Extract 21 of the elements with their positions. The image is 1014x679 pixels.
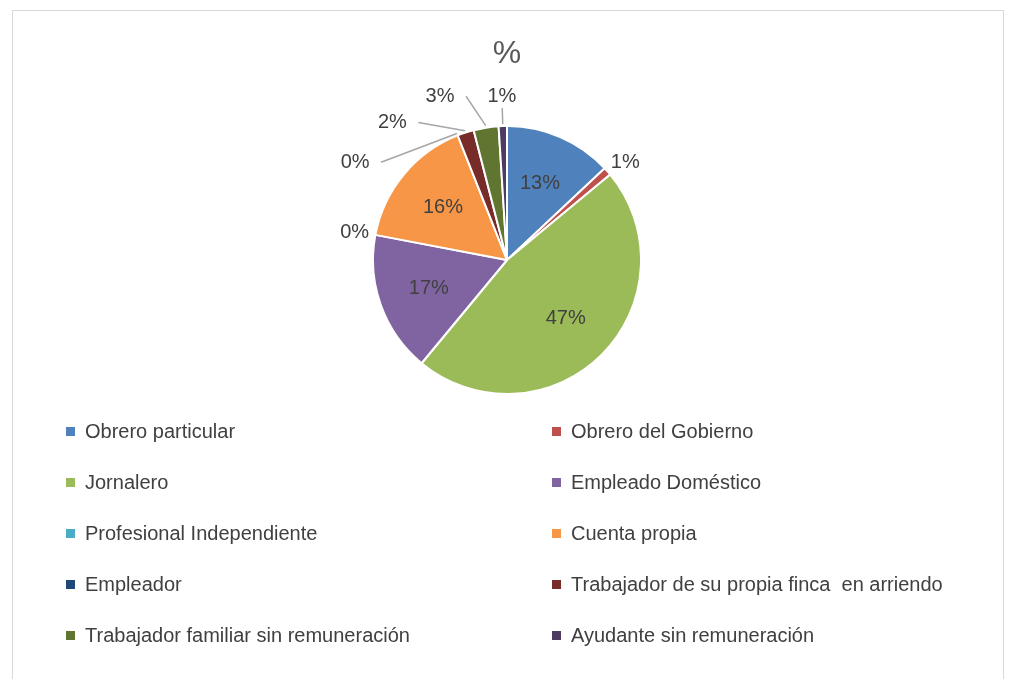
- legend-label: Trabajador de su propia finca en arriendo: [571, 573, 943, 596]
- data-label: 47%: [545, 306, 586, 329]
- legend-label: Profesional Independiente: [85, 522, 318, 545]
- data-label: 16%: [422, 194, 464, 217]
- data-label: 13%: [519, 171, 561, 194]
- data-label: 17%: [408, 275, 450, 298]
- text: 0%: [340, 149, 370, 172]
- legend-label: Obrero del Gobierno: [571, 420, 754, 443]
- data-label: 1%: [487, 83, 517, 106]
- data-label: 2%: [377, 110, 408, 133]
- chart-title: %: [491, 34, 523, 71]
- legend-label: Obrero particular: [85, 420, 236, 443]
- legend-label: Empleador: [85, 573, 182, 596]
- legend-label: Jornalero: [85, 471, 169, 494]
- text: 0%: [340, 219, 370, 242]
- legend-label: Empleado Doméstico: [571, 471, 762, 494]
- data-label: 3%: [425, 83, 455, 106]
- legend-label: Ayudante sin remuneración: [571, 624, 815, 647]
- legend-label: Cuenta propia: [571, 522, 697, 545]
- legend-label: Trabajador familiar sin remuneración: [85, 624, 410, 647]
- data-label: 1%: [610, 150, 640, 173]
